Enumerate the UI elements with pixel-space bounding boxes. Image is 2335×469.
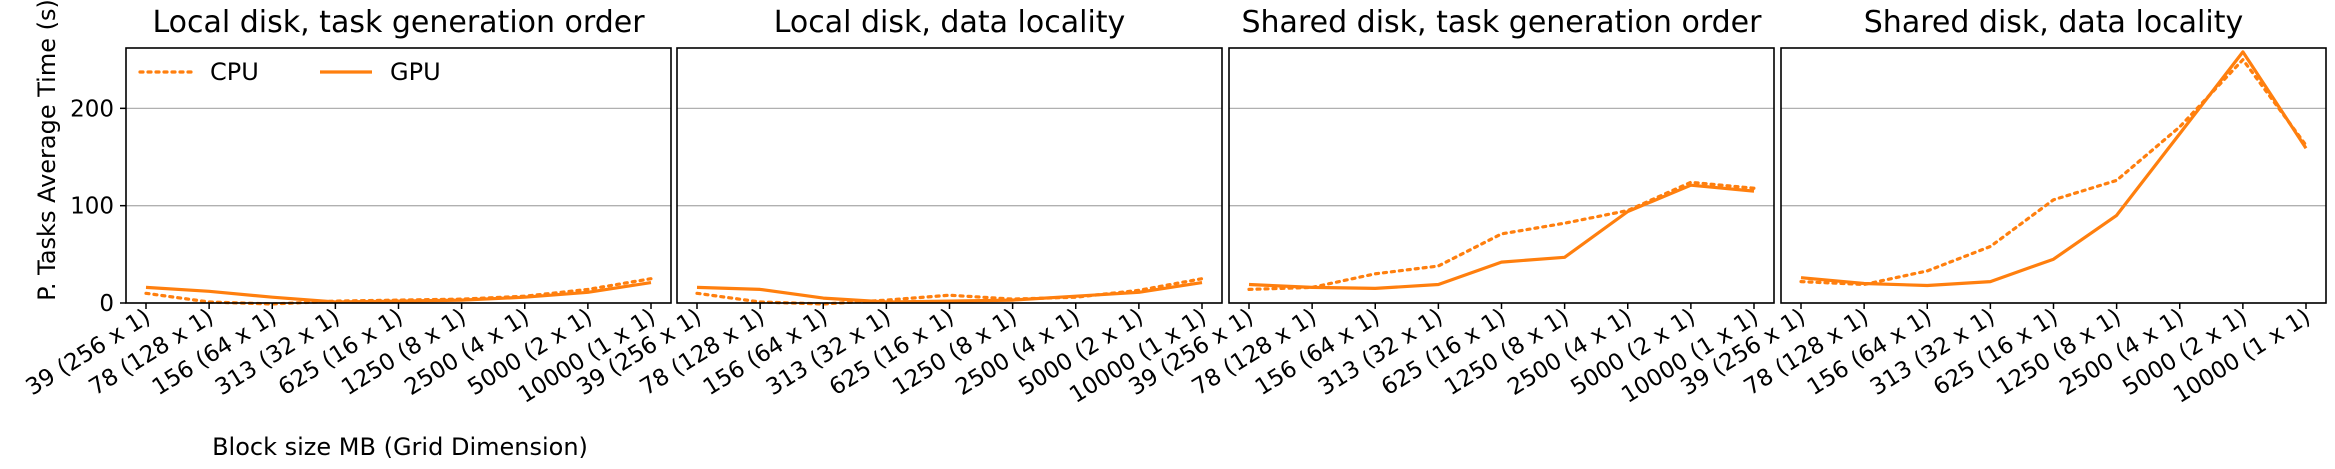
y-tick-label: 200 <box>70 96 114 122</box>
y-tick-label: 0 <box>99 291 114 317</box>
legend-label-cpu: CPU <box>210 58 259 86</box>
y-tick-label: 100 <box>70 194 114 220</box>
legend-label-gpu: GPU <box>390 58 441 86</box>
legend: CPU GPU <box>138 58 441 86</box>
panel-title: Local disk, data locality <box>774 5 1126 40</box>
y-axis-label: P. Tasks Average Time (s) <box>33 0 61 301</box>
panel-title: Shared disk, task generation order <box>1242 5 1763 40</box>
panel-title: Shared disk, data locality <box>1864 5 2243 40</box>
panel-title: Local disk, task generation order <box>152 5 645 40</box>
x-axis-label: Block size MB (Grid Dimension) <box>212 433 588 461</box>
